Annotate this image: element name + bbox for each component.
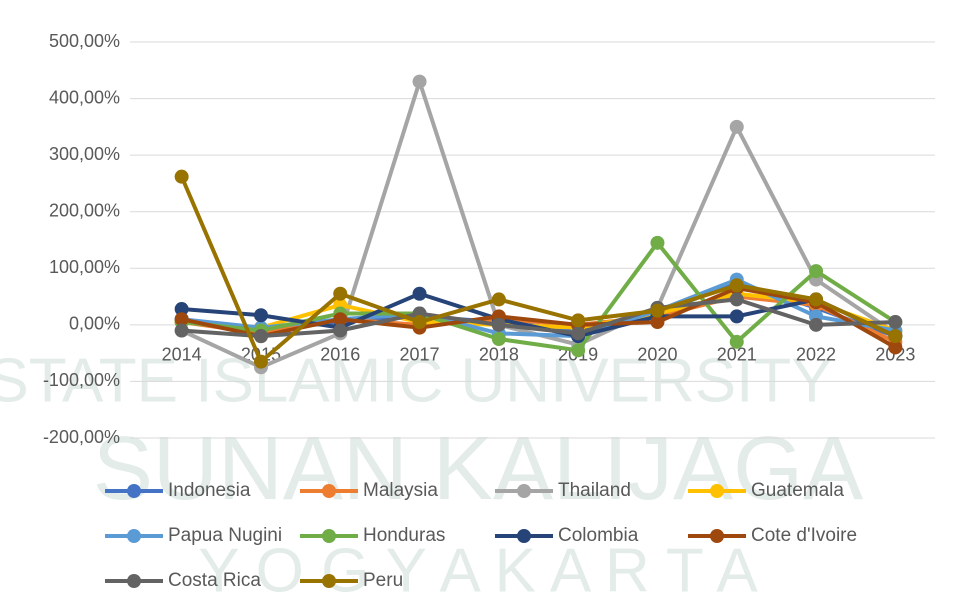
legend-label: Honduras <box>363 525 445 546</box>
x-tick-label: 2022 <box>796 345 836 365</box>
point <box>571 343 586 358</box>
legend-marker <box>322 529 336 543</box>
legend-label: Peru <box>363 570 403 591</box>
point <box>571 326 586 341</box>
legend-marker <box>322 484 336 498</box>
point <box>729 309 744 324</box>
x-tick-label: 2023 <box>875 345 915 365</box>
point <box>412 286 427 301</box>
legend-marker <box>517 484 531 498</box>
point <box>412 74 427 89</box>
legend-label: Thailand <box>558 480 631 501</box>
watermark: SUNAN KALIJAGA <box>93 419 863 519</box>
point <box>491 317 506 332</box>
point <box>571 313 586 328</box>
y-tick-label: -100,00% <box>43 370 120 390</box>
legend-label: Cote d'Ivoire <box>751 525 857 546</box>
y-tick-label: 100,00% <box>49 257 120 277</box>
legend-label: Costa Rica <box>168 570 261 591</box>
x-tick-label: 2015 <box>241 345 281 365</box>
y-tick-label: 0,00% <box>69 314 120 334</box>
x-tick-label: 2021 <box>717 345 757 365</box>
point <box>650 303 665 318</box>
point <box>491 292 506 307</box>
legend-label: Guatemala <box>751 480 844 501</box>
legend-marker <box>127 574 141 588</box>
point <box>809 317 824 332</box>
legend-label: Malaysia <box>363 480 438 501</box>
legend-marker <box>517 529 531 543</box>
point <box>729 334 744 349</box>
legend-label: Indonesia <box>168 480 251 501</box>
point <box>333 323 348 338</box>
point <box>809 292 824 307</box>
series-line <box>181 297 896 339</box>
point <box>729 292 744 307</box>
point <box>888 329 903 344</box>
point <box>888 315 903 330</box>
x-tick-label: 2014 <box>162 345 202 365</box>
legend-marker <box>710 529 724 543</box>
point <box>253 329 268 344</box>
x-tick-label: 2016 <box>320 345 360 365</box>
point <box>650 315 665 330</box>
x-tick-label: 2018 <box>479 345 519 365</box>
point <box>333 286 348 301</box>
point <box>333 312 348 327</box>
point <box>253 308 268 323</box>
y-tick-label: -200,00% <box>43 427 120 447</box>
y-tick-label: 300,00% <box>49 144 120 164</box>
point <box>174 312 189 327</box>
point <box>809 264 824 279</box>
point <box>729 119 744 134</box>
y-tick-label: 500,00% <box>49 31 120 51</box>
legend-marker <box>322 574 336 588</box>
point <box>412 315 427 330</box>
point <box>650 235 665 250</box>
x-tick-label: 2020 <box>637 345 677 365</box>
legend-label: Colombia <box>558 525 639 546</box>
x-tick-label: 2017 <box>400 345 440 365</box>
y-tick-label: 200,00% <box>49 200 120 220</box>
point <box>174 169 189 184</box>
point <box>729 278 744 293</box>
legend-marker <box>127 529 141 543</box>
legend-label: Papua Nugini <box>168 525 282 546</box>
point <box>253 354 268 369</box>
legend-marker <box>710 484 724 498</box>
point <box>491 332 506 346</box>
series-line <box>179 175 897 364</box>
watermark: STATE ISLAMIC UNIVERSITY <box>0 346 833 415</box>
watermark: Y O G Y A K A R T A <box>198 536 758 605</box>
point <box>888 340 903 355</box>
point <box>174 323 189 338</box>
legend-marker <box>127 484 141 498</box>
point <box>174 302 189 317</box>
y-tick-label: 400,00% <box>49 87 120 107</box>
